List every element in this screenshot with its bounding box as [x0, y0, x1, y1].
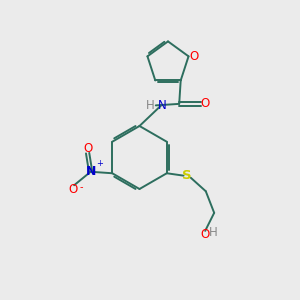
Text: H: H: [146, 99, 154, 112]
Text: O: O: [83, 142, 92, 155]
Text: O: O: [200, 98, 210, 110]
Text: S: S: [182, 169, 192, 182]
Text: O: O: [189, 50, 198, 63]
Text: H: H: [209, 226, 218, 239]
Text: -: -: [79, 182, 83, 192]
Text: N: N: [158, 99, 167, 112]
Text: +: +: [96, 159, 103, 168]
Text: O: O: [200, 228, 209, 241]
Text: O: O: [68, 183, 77, 196]
Text: N: N: [85, 165, 96, 178]
